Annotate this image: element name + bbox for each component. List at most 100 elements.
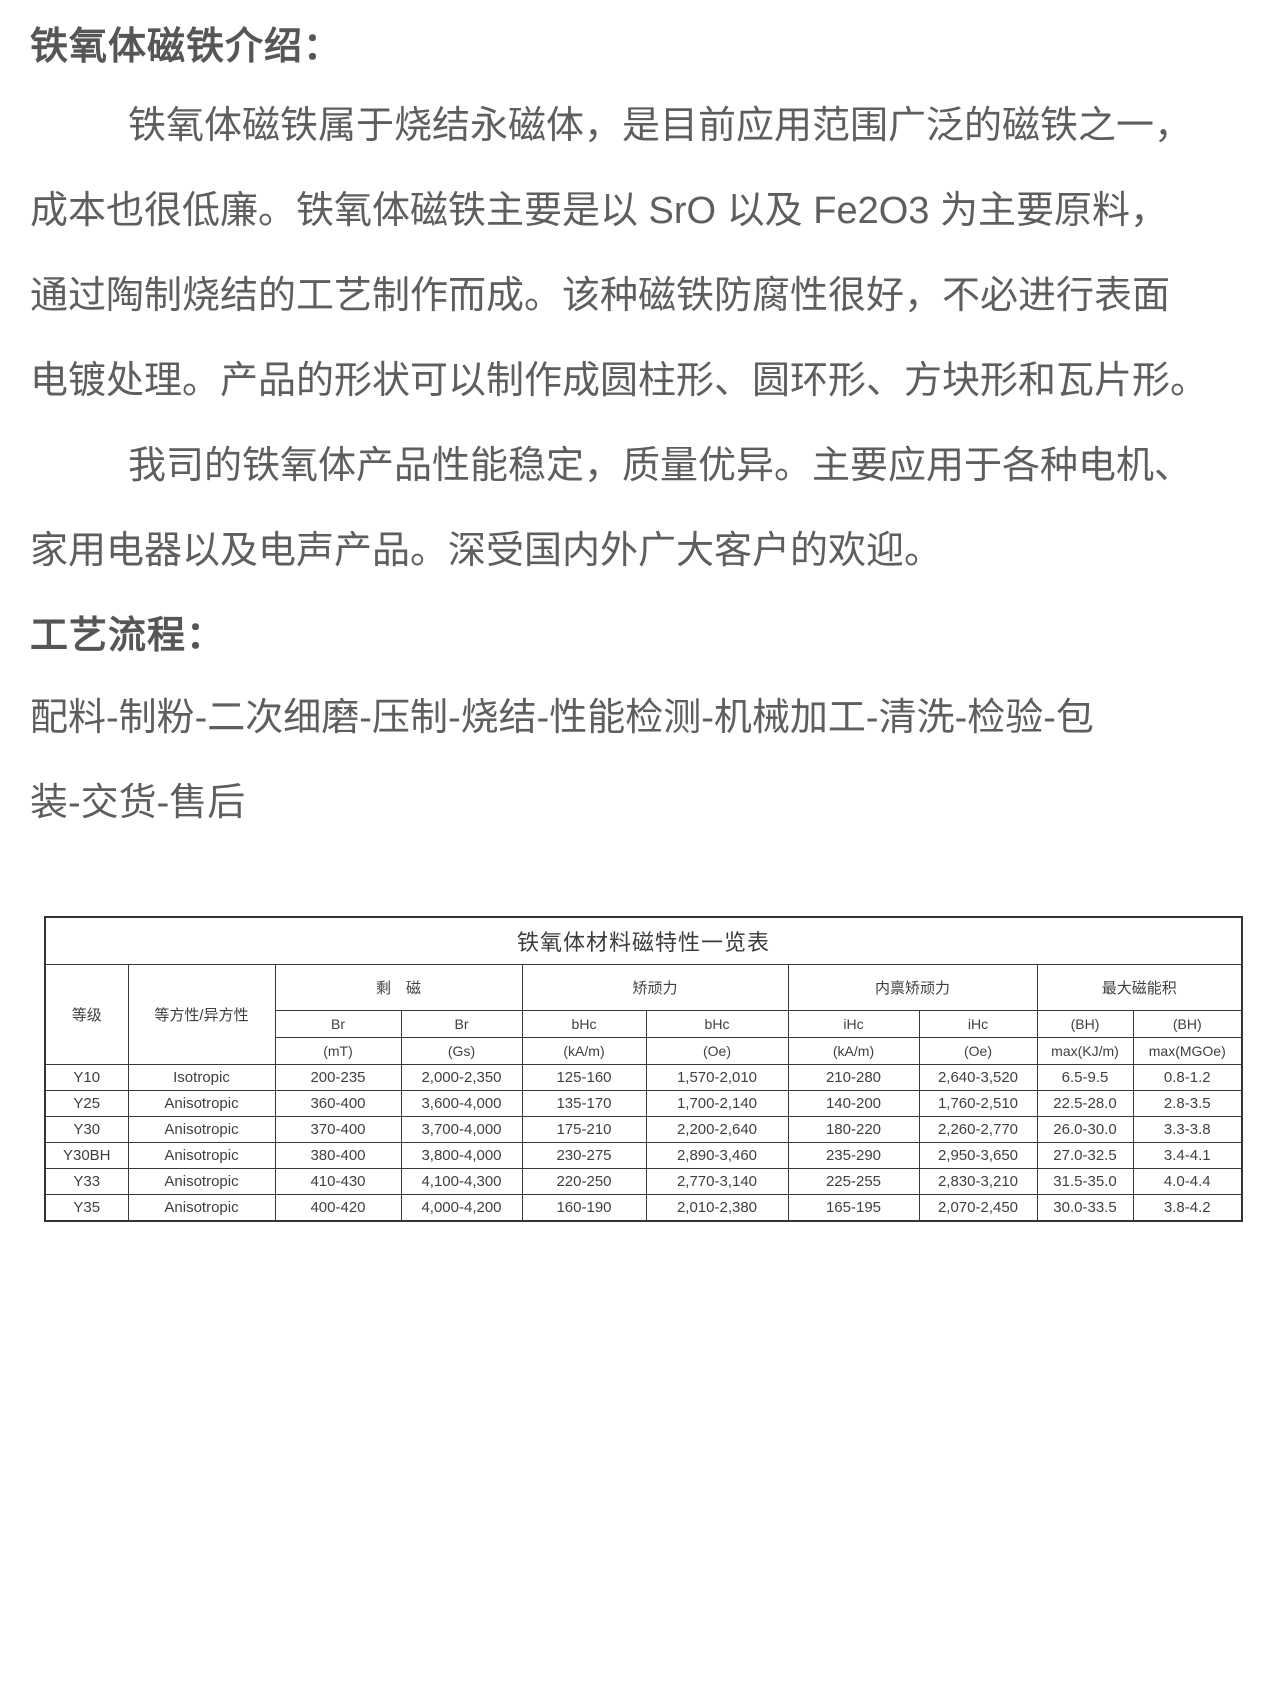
subheader: (BH): [1036, 1010, 1134, 1038]
cell: 180-220: [787, 1116, 920, 1143]
cell-isotropy: Anisotropic: [127, 1168, 276, 1195]
text-line: 电镀处理。产品的形状可以制作成圆柱形、圆环形、方块形和瓦片形。: [30, 360, 1209, 402]
cell: 370-400: [274, 1116, 402, 1143]
intro-heading: 铁氧体磁铁介绍：: [30, 26, 343, 68]
subheader: bHc: [521, 1010, 647, 1038]
cell: 125-160: [521, 1064, 647, 1091]
header-group-remanence: 剩 磁: [274, 964, 523, 1011]
text-line: 家用电器以及电声产品。深受国内外广大客户的欢迎。: [30, 530, 943, 572]
header-isotropy: 等方性/异方性: [127, 964, 276, 1065]
cell: 160-190: [521, 1194, 647, 1222]
cell-isotropy: Anisotropic: [127, 1194, 276, 1222]
process-heading: 工艺流程：: [30, 615, 226, 657]
cell: 2,200-2,640: [645, 1116, 789, 1143]
cell: 3.4-4.1: [1132, 1142, 1243, 1169]
subheader: iHc: [918, 1010, 1038, 1038]
cell: 175-210: [521, 1116, 647, 1143]
cell: 26.0-30.0: [1036, 1116, 1134, 1143]
cell-isotropy: Isotropic: [127, 1064, 276, 1091]
cell: 2,260-2,770: [918, 1116, 1038, 1143]
cell: 27.0-32.5: [1036, 1142, 1134, 1169]
cell: 225-255: [787, 1168, 920, 1195]
cell: 4,000-4,200: [400, 1194, 523, 1222]
unit-cell: (kA/m): [521, 1037, 647, 1065]
cell: 235-290: [787, 1142, 920, 1169]
cell: 30.0-33.5: [1036, 1194, 1134, 1222]
table-title-row: 铁氧体材料磁特性一览表: [44, 916, 1243, 965]
unit-cell: (Gs): [400, 1037, 523, 1065]
cell: 3.3-3.8: [1132, 1116, 1243, 1143]
table-row: Y35 Anisotropic 400-420 4,000-4,200 160-…: [44, 1194, 1243, 1222]
text-line: 铁氧体磁铁属于烧结永磁体，是目前应用范围广泛的磁铁之一，: [128, 105, 1193, 147]
cell: 2,010-2,380: [645, 1194, 789, 1222]
subheader: Br: [400, 1010, 523, 1038]
cell-isotropy: Anisotropic: [127, 1142, 276, 1169]
subheader: iHc: [787, 1010, 920, 1038]
cell: 2,950-3,650: [918, 1142, 1038, 1169]
cell: 2,770-3,140: [645, 1168, 789, 1195]
cell-grade: Y33: [44, 1168, 129, 1195]
cell-grade: Y35: [44, 1194, 129, 1222]
cell: 2.8-3.5: [1132, 1090, 1243, 1117]
cell-isotropy: Anisotropic: [127, 1090, 276, 1117]
cell: 1,760-2,510: [918, 1090, 1038, 1117]
cell: 2,640-3,520: [918, 1064, 1038, 1091]
cell: 31.5-35.0: [1036, 1168, 1134, 1195]
cell: 3,800-4,000: [400, 1142, 523, 1169]
cell: 3,700-4,000: [400, 1116, 523, 1143]
cell: 200-235: [274, 1064, 402, 1091]
text-line: 装-交货-售后: [30, 782, 246, 824]
text-line: 通过陶制烧结的工艺制作而成。该种磁铁防腐性很好，不必进行表面: [30, 275, 1171, 317]
cell: 2,890-3,460: [645, 1142, 789, 1169]
process-flow: 配料-制粉-二次细磨-压制-烧结-性能检测-机械加工-清洗-检验-包 装-交货-…: [30, 676, 1165, 846]
table-row: Y30BH Anisotropic 380-400 3,800-4,000 23…: [44, 1142, 1243, 1169]
unit-cell: max(MGOe): [1132, 1037, 1243, 1065]
cell: 410-430: [274, 1168, 402, 1195]
subheader: (BH): [1132, 1010, 1243, 1038]
document-page: 铁氧体磁铁介绍： 铁氧体磁铁属于烧结永磁体，是目前应用范围广泛的磁铁之一， 成本…: [30, 26, 1243, 1222]
table-units-row: (mT) (Gs) (kA/m) (Oe) (kA/m) (Oe) max(KJ…: [45, 1037, 1243, 1065]
cell-grade: Y30BH: [44, 1142, 129, 1169]
subheader: bHc: [645, 1010, 789, 1038]
table-row: Y30 Anisotropic 370-400 3,700-4,000 175-…: [44, 1116, 1243, 1143]
cell: 22.5-28.0: [1036, 1090, 1134, 1117]
unit-cell: max(KJ/m): [1036, 1037, 1134, 1065]
cell: 210-280: [787, 1064, 920, 1091]
table-group-header-row: 等级 等方性/异方性 剩 磁 矫顽力 内禀矫顽力 最大磁能积: [44, 964, 1243, 1065]
cell: 1,700-2,140: [645, 1090, 789, 1117]
header-grade: 等级: [44, 964, 129, 1065]
table-row: Y10 Isotropic 200-235 2,000-2,350 125-16…: [44, 1064, 1243, 1091]
magnetic-properties-table: 铁氧体材料磁特性一览表 等级 等方性/异方性 剩 磁 矫顽力 内禀矫顽力 最大磁…: [44, 916, 1243, 1222]
unit-cell: (Oe): [645, 1037, 789, 1065]
header-group-intrinsic-coercivity: 内禀矫顽力: [787, 964, 1038, 1011]
subheader: Br: [274, 1010, 402, 1038]
cell: 0.8-1.2: [1132, 1064, 1243, 1091]
cell: 360-400: [274, 1090, 402, 1117]
cell: 220-250: [521, 1168, 647, 1195]
cell-grade: Y30: [44, 1116, 129, 1143]
unit-cell: (Oe): [918, 1037, 1038, 1065]
cell: 135-170: [521, 1090, 647, 1117]
intro-paragraph-1: 铁氧体磁铁属于烧结永磁体，是目前应用范围广泛的磁铁之一， 成本也很低廉。铁氧体磁…: [30, 84, 1209, 424]
header-group-max-energy-product: 最大磁能积: [1036, 964, 1243, 1011]
cell: 380-400: [274, 1142, 402, 1169]
cell-grade: Y10: [44, 1064, 129, 1091]
table-title: 铁氧体材料磁特性一览表: [44, 916, 1243, 965]
table-row: Y33 Anisotropic 410-430 4,100-4,300 220-…: [44, 1168, 1243, 1195]
text-line: 配料-制粉-二次细磨-压制-烧结-性能检测-机械加工-清洗-检验-包: [30, 697, 1094, 739]
unit-cell: (kA/m): [787, 1037, 920, 1065]
cell: 4,100-4,300: [400, 1168, 523, 1195]
cell-grade: Y25: [44, 1090, 129, 1117]
unit-cell: (mT): [274, 1037, 402, 1065]
header-group-coercivity: 矫顽力: [521, 964, 789, 1011]
cell: 230-275: [521, 1142, 647, 1169]
cell: 3,600-4,000: [400, 1090, 523, 1117]
intro-paragraph-2: 我司的铁氧体产品性能稳定，质量优异。主要应用于各种电机、 家用电器以及电声产品。…: [30, 424, 1193, 594]
cell: 1,570-2,010: [645, 1064, 789, 1091]
cell: 400-420: [274, 1194, 402, 1222]
text-line: 我司的铁氧体产品性能稳定，质量优异。主要应用于各种电机、: [128, 445, 1193, 487]
table-row: Y25 Anisotropic 360-400 3,600-4,000 135-…: [44, 1090, 1243, 1117]
cell: 3.8-4.2: [1132, 1194, 1243, 1222]
cell: 140-200: [787, 1090, 920, 1117]
text-line: 成本也很低廉。铁氧体磁铁主要是以 SrO 以及 Fe2O3 为主要原料，: [30, 190, 1168, 232]
